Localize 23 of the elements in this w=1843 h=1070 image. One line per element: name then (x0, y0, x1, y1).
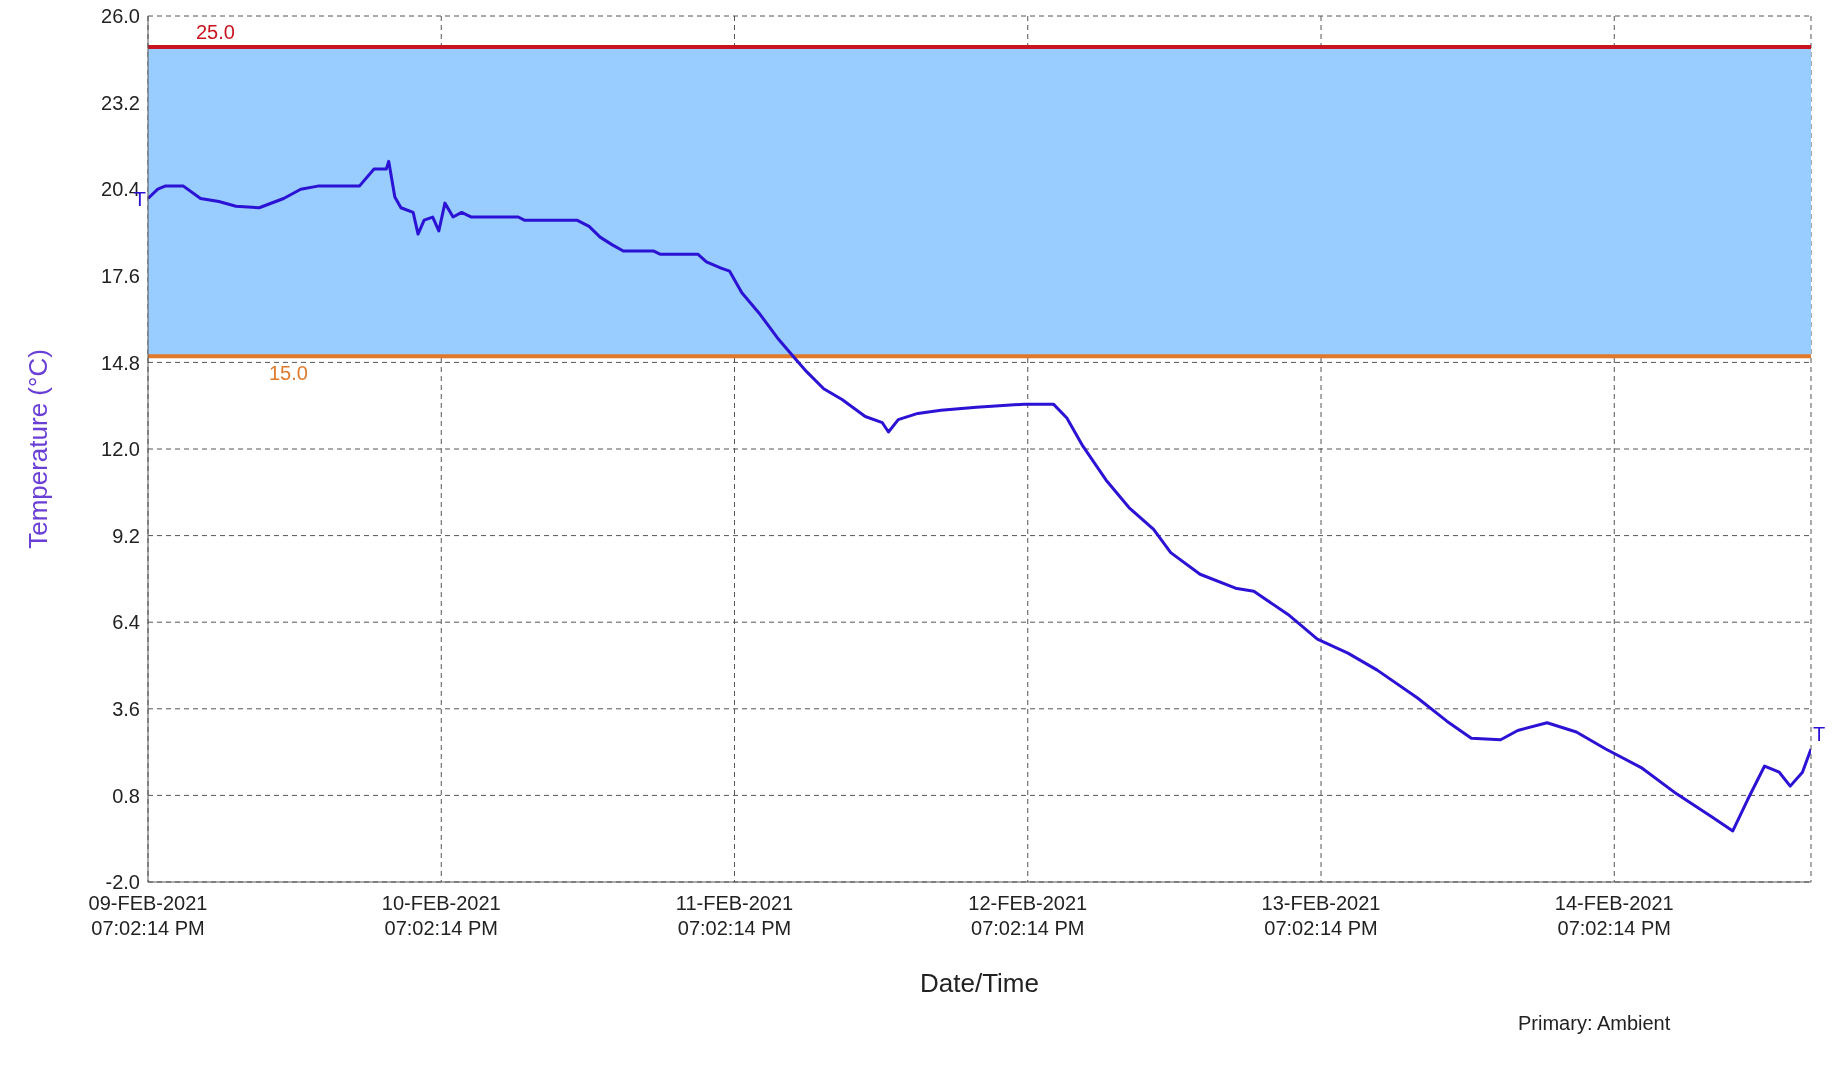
y-tick-label: 14.8 (101, 351, 140, 374)
y-tick-label: 6.4 (112, 611, 140, 634)
x-tick-label: 14-FEB-2021 07:02:14 PM (1554, 892, 1674, 939)
y-tick-label: 9.2 (112, 524, 140, 547)
y-tick-label: 12.0 (101, 438, 140, 461)
x-tick-label: 09-FEB-2021 07:02:14 PM (88, 892, 208, 939)
text: Primary: Ambient (1518, 1012, 1671, 1035)
y-axis-title: Temperature (°C) (23, 349, 54, 549)
x-axis-title: Date/Time (920, 968, 1039, 998)
y-tick-label: 17.6 (101, 264, 140, 287)
y-tick-label: 23.2 (101, 91, 140, 114)
ref-line-label: 15.0 (269, 362, 308, 385)
x-tick-label: 13-FEB-2021 07:02:14 PM (1261, 892, 1381, 939)
y-tick-label: 3.6 (112, 697, 140, 720)
annotation: T (1812, 723, 1826, 746)
x-tick-label: 10-FEB-2021 07:02:14 PM (381, 892, 501, 939)
y-tick-label: -2.0 (105, 871, 140, 894)
line-series (148, 159, 1811, 833)
y-tick-label: 0.8 (112, 784, 140, 807)
ref-line-label: 25.0 (196, 21, 235, 44)
x-tick-label: 12-FEB-2021 07:02:14 PM (968, 892, 1088, 939)
x-tick-label: 11-FEB-2021 07:02:14 PM (675, 892, 794, 939)
y-tick-label: 26.0 (101, 5, 140, 28)
